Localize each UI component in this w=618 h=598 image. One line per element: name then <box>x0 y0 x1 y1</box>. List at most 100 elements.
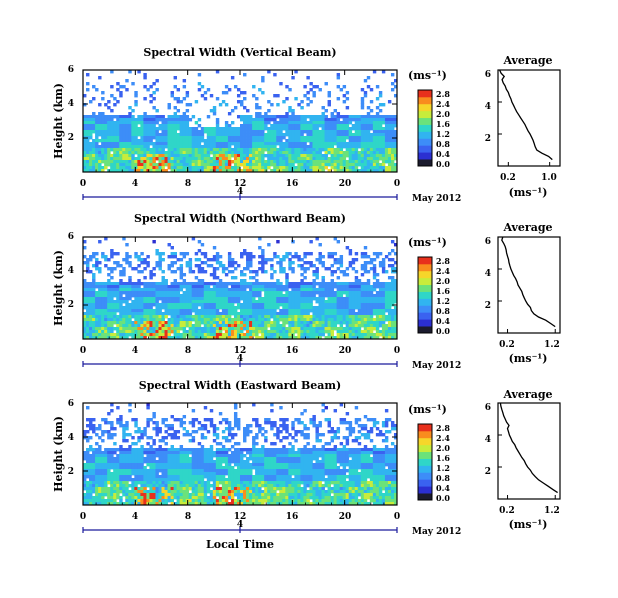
heatmap-cell <box>200 136 205 140</box>
heatmap-cell <box>188 318 193 322</box>
heatmap-cell <box>345 321 350 325</box>
heatmap-cell <box>116 333 120 337</box>
heatmap-cell <box>300 124 304 128</box>
heatmap-cell <box>113 285 117 289</box>
heatmap-cell <box>324 267 328 271</box>
heatmap-cell <box>279 297 283 301</box>
heatmap-cell <box>327 169 331 173</box>
heatmap-cell <box>200 318 205 322</box>
heatmap-cell <box>282 421 286 425</box>
heatmap-cell <box>297 291 301 295</box>
heatmap-cell <box>122 267 126 271</box>
heatmap-cell <box>252 157 256 161</box>
heatmap-cell <box>300 118 304 122</box>
heatmap-cell <box>327 124 331 128</box>
heatmap-cell <box>104 154 108 158</box>
heatmap-cell <box>321 264 325 268</box>
x-tick-label: 0 <box>394 346 400 356</box>
heatmap-cell <box>261 121 265 125</box>
heatmap-cell <box>230 303 235 307</box>
heatmap-cell <box>119 312 123 316</box>
heatmap-cell <box>378 282 383 286</box>
heatmap-cell <box>333 136 338 140</box>
heatmap-cell <box>191 327 196 331</box>
heatmap-cell <box>270 409 274 413</box>
heatmap-cell <box>375 139 380 143</box>
heatmap-cell <box>249 151 253 155</box>
heatmap-cell <box>101 430 105 434</box>
heatmap-cell <box>158 127 162 131</box>
heatmap-cell <box>89 327 93 331</box>
heatmap-cell <box>288 118 292 122</box>
heatmap-cell <box>179 267 184 271</box>
heatmap-cell <box>152 142 156 146</box>
heatmap-cell <box>194 285 199 289</box>
heatmap-cell <box>170 282 174 286</box>
heatmap-cell <box>333 139 338 143</box>
colorbar-segment <box>418 326 432 334</box>
heatmap-cell <box>285 303 289 307</box>
heatmap-cell <box>107 421 111 425</box>
heatmap-cell <box>86 160 90 164</box>
heatmap-cell <box>375 85 380 89</box>
heatmap-cell <box>113 163 117 167</box>
heatmap-cell <box>227 163 232 167</box>
heatmap-cell <box>387 124 392 128</box>
heatmap-cell <box>146 115 150 119</box>
heatmap-cell <box>167 139 171 143</box>
heatmap-cell <box>188 421 193 425</box>
heatmap-cell <box>128 142 132 146</box>
heatmap-cell <box>101 252 105 256</box>
heatmap-cell <box>375 306 380 310</box>
heatmap-cell <box>134 309 138 313</box>
heatmap-cell <box>321 409 325 413</box>
heatmap-cell <box>95 136 99 140</box>
heatmap-cell <box>291 115 295 119</box>
heatmap-cell <box>227 264 232 268</box>
heatmap-cell <box>215 427 220 431</box>
heatmap-cell <box>176 148 181 152</box>
heatmap-cell <box>125 163 129 167</box>
heatmap-cell <box>227 427 232 431</box>
heatmap-cell <box>224 136 229 140</box>
heatmap-cell <box>366 282 371 286</box>
heatmap-cell <box>363 336 368 340</box>
heatmap-cell <box>297 288 301 292</box>
heatmap-cell <box>288 297 292 301</box>
heatmap-cell <box>291 145 295 149</box>
heatmap-cell <box>366 312 371 316</box>
heatmap-cell <box>366 115 371 119</box>
heatmap-cell <box>89 282 93 286</box>
heatmap-cell <box>372 127 377 131</box>
heatmap-cell <box>297 121 301 125</box>
heatmap-cell <box>110 157 114 161</box>
heatmap-cell <box>279 300 283 304</box>
heatmap-cell <box>188 439 193 443</box>
heatmap-cell <box>173 306 177 310</box>
heatmap-cell <box>137 439 141 443</box>
heatmap-cell <box>279 142 283 146</box>
heatmap-cell <box>330 321 334 325</box>
heatmap-cell <box>354 142 359 146</box>
heatmap-cell <box>375 279 380 283</box>
heatmap-cell <box>348 430 353 434</box>
heatmap-cell <box>86 406 90 410</box>
heatmap-cell <box>209 418 214 422</box>
heatmap-cell <box>191 324 196 328</box>
heatmap-cell <box>309 133 313 137</box>
heatmap-cell <box>255 136 259 140</box>
heatmap-cell <box>312 309 316 313</box>
heatmap-cell <box>158 427 162 431</box>
heatmap-cell <box>327 285 331 289</box>
heatmap-cell <box>255 282 259 286</box>
heatmap-cell <box>116 136 120 140</box>
heatmap-cell <box>240 327 244 331</box>
heatmap-cell <box>182 142 187 146</box>
heatmap-cell <box>267 136 271 140</box>
heatmap-cell <box>318 243 322 247</box>
heatmap-cell <box>327 330 331 334</box>
heatmap-cell <box>315 145 319 149</box>
heatmap-cell <box>249 169 253 173</box>
heatmap-cell <box>309 333 313 337</box>
heatmap-cell <box>83 154 87 158</box>
